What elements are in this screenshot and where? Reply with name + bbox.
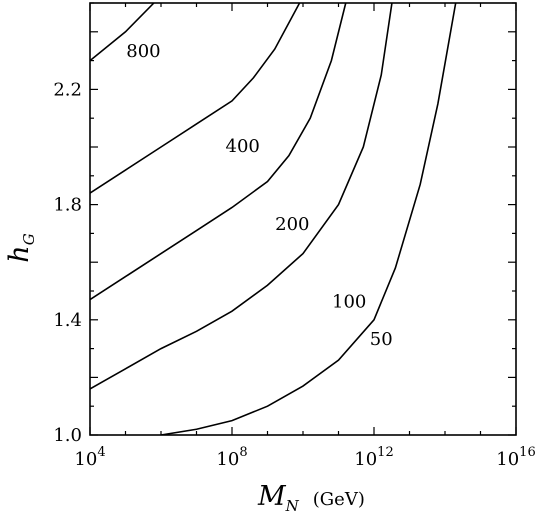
tick-labels: 104 108 1012 1016 1.0 1.4 1.8 2.2: [53, 79, 535, 470]
contour-label-800: 800: [126, 41, 160, 62]
contour-line-50: [160, 3, 457, 435]
x-tick-label: 1012: [354, 445, 393, 470]
contour-label-100: 100: [332, 292, 366, 313]
contour-label-50: 50: [370, 329, 393, 350]
y-tick-label: 2.2: [53, 79, 82, 100]
contour-line-400: [90, 3, 301, 194]
y-tick-label: 1.8: [53, 195, 82, 216]
x-axis-title-sub: N: [285, 497, 300, 515]
y-axis-title: hG: [4, 233, 38, 262]
contour-line-800: [90, 3, 155, 62]
y-tick-label: 1.0: [53, 425, 82, 446]
x-axis-title: MN (GeV): [257, 481, 365, 515]
y-tick-label: 1.4: [53, 310, 82, 331]
y-axis-title-main: h: [4, 245, 35, 262]
x-axis-unit: (GeV): [313, 489, 365, 510]
contour-label-200: 200: [275, 214, 309, 235]
contour-curves: [90, 3, 457, 435]
x-axis-title-main: M: [257, 481, 287, 512]
contour-label-400: 400: [226, 136, 260, 157]
plot-frame: [89, 2, 517, 436]
contour-line-100: [90, 3, 393, 390]
y-axis-title-sub: G: [20, 233, 38, 245]
x-tick-label: 108: [216, 445, 247, 470]
x-tick-label: 1016: [496, 445, 535, 470]
plot-background: [90, 3, 516, 435]
contour-line-200: [90, 3, 347, 301]
x-tick-label: 104: [74, 445, 105, 470]
